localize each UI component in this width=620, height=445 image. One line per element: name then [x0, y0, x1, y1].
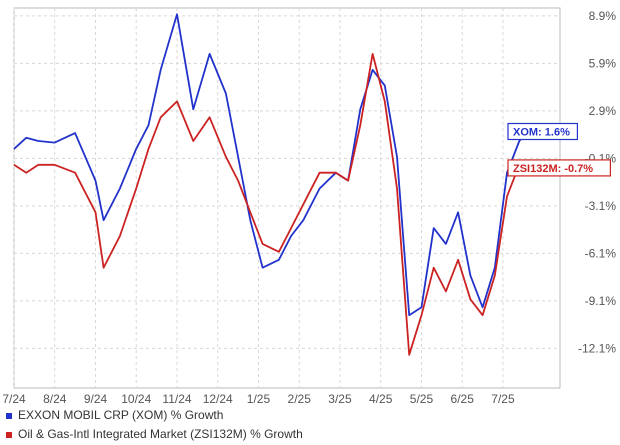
end-label-box: [507, 159, 612, 177]
y-tick-label: -3.1%: [585, 199, 617, 213]
series-line-0: [13, 13, 529, 317]
x-tick-label: 2/25: [288, 392, 312, 406]
legend-swatch-xom: [6, 412, 12, 419]
series-lines: [13, 13, 529, 356]
x-tick-label: 7/24: [2, 392, 26, 406]
legend-item-zsi132m: Oil & Gas-Intl Integrated Market (ZSI132…: [6, 427, 303, 441]
plot-frame: [13, 7, 561, 389]
x-tick-label: 11/24: [162, 392, 191, 406]
x-tick-label: 10/24: [121, 392, 151, 406]
x-tick-label: 1/25: [247, 392, 271, 406]
series-line-1: [13, 53, 528, 356]
x-tick-label: 3/25: [328, 392, 352, 406]
end-label-box: [507, 122, 579, 141]
legend-label-xom: EXXON MOBIL CRP (XOM) % Growth: [18, 408, 224, 422]
legend-label-zsi132m: Oil & Gas-Intl Integrated Market (ZSI132…: [18, 427, 303, 441]
end-label-0: XOM: 1.6%: [507, 122, 579, 141]
y-tick-label: -6.1%: [585, 246, 617, 260]
x-tick-label: 6/25: [451, 392, 475, 406]
legend-swatch-zsi132m: [6, 431, 12, 438]
y-tick-label: 5.9%: [589, 56, 617, 70]
end-label-text: ZSI132M: -0.7%: [513, 163, 593, 175]
y-tick-label: 8.9%: [589, 9, 617, 23]
axes: 8.9%5.9%2.9%-0.1%-3.1%-6.1%-9.1%-12.1%7/…: [2, 9, 616, 406]
end-labels: XOM: 1.6% ZSI132M: -0.7%: [507, 122, 612, 177]
x-tick-label: 7/25: [491, 392, 515, 406]
end-label-1: ZSI132M: -0.7%: [507, 159, 612, 177]
x-tick-label: 9/24: [84, 392, 108, 406]
y-tick-label: -9.1%: [585, 294, 617, 308]
y-tick-label: 2.9%: [589, 104, 617, 118]
x-tick-label: 12/24: [203, 392, 233, 406]
end-label-text: XOM: 1.6%: [513, 127, 570, 139]
legend-item-xom: EXXON MOBIL CRP (XOM) % Growth: [6, 408, 223, 422]
grid: [13, 7, 561, 389]
x-tick-label: 4/25: [369, 392, 393, 406]
x-tick-label: 8/24: [43, 392, 67, 406]
y-tick-label: -12.1%: [578, 341, 616, 355]
x-tick-label: 5/25: [410, 392, 434, 406]
